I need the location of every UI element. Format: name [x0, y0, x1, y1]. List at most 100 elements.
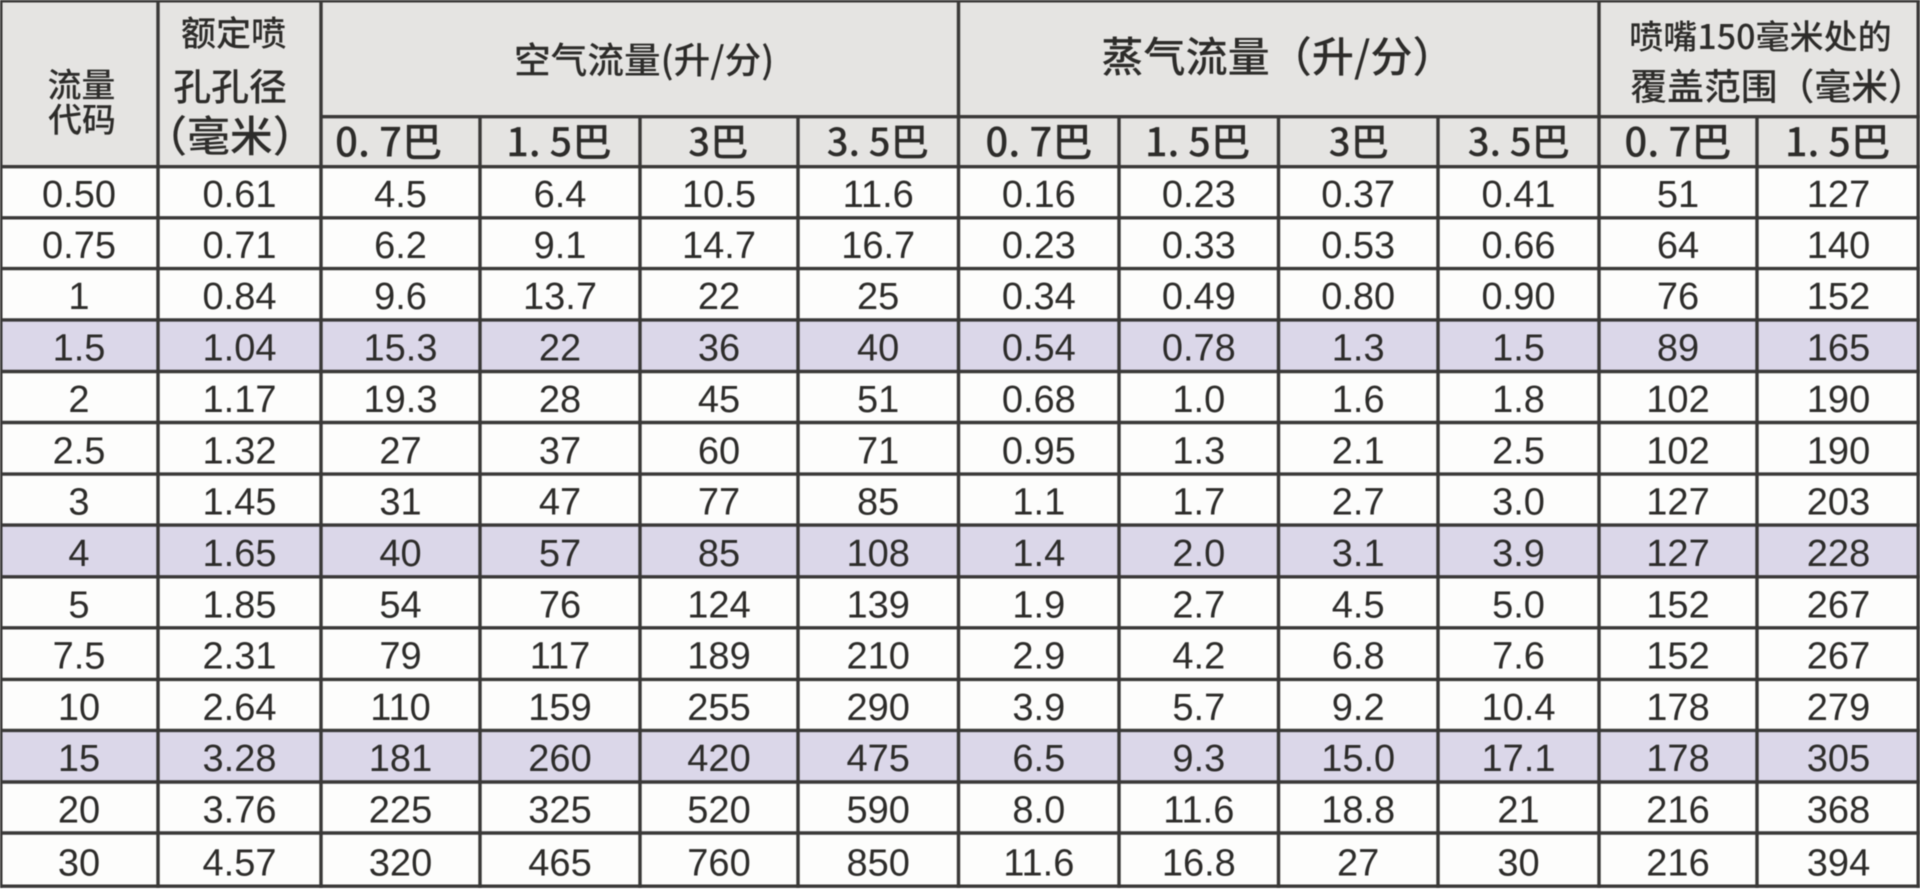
svg-text:6.4: 6.4 — [534, 174, 587, 216]
svg-text:3: 3 — [68, 482, 89, 524]
svg-text:2.31: 2.31 — [203, 636, 277, 678]
svg-text:15: 15 — [58, 738, 100, 780]
svg-text:0.66: 0.66 — [1482, 225, 1556, 267]
svg-text:79: 79 — [379, 636, 421, 678]
svg-text:290: 290 — [846, 687, 909, 729]
svg-text:22: 22 — [539, 328, 581, 370]
svg-text:40: 40 — [857, 328, 899, 370]
svg-text:57: 57 — [539, 533, 581, 575]
svg-text:30: 30 — [1497, 843, 1539, 885]
svg-text:3.9: 3.9 — [1012, 687, 1065, 729]
svg-text:76: 76 — [1657, 276, 1699, 318]
svg-text:4.5: 4.5 — [374, 174, 427, 216]
svg-text:0.33: 0.33 — [1162, 225, 1236, 267]
svg-text:0.95: 0.95 — [1002, 430, 1076, 472]
svg-text:7.5: 7.5 — [53, 636, 106, 678]
svg-text:4: 4 — [68, 533, 89, 575]
svg-text:159: 159 — [528, 687, 591, 729]
svg-text:0.54: 0.54 — [1002, 328, 1076, 370]
svg-text:45: 45 — [698, 379, 740, 421]
svg-text:22: 22 — [698, 276, 740, 318]
svg-text:71: 71 — [857, 430, 899, 472]
svg-text:9.1: 9.1 — [534, 225, 587, 267]
svg-text:2.5: 2.5 — [53, 430, 106, 472]
svg-text:9.2: 9.2 — [1332, 687, 1385, 729]
svg-text:189: 189 — [687, 636, 750, 678]
svg-text:10.4: 10.4 — [1482, 687, 1556, 729]
svg-text:0.37: 0.37 — [1321, 174, 1395, 216]
svg-text:0.16: 0.16 — [1002, 174, 1076, 216]
svg-text:40: 40 — [379, 533, 421, 575]
svg-text:760: 760 — [687, 843, 750, 885]
svg-text:2: 2 — [68, 379, 89, 421]
svg-text:3.9: 3.9 — [1492, 533, 1545, 575]
svg-text:181: 181 — [369, 738, 432, 780]
svg-text:77: 77 — [698, 482, 740, 524]
svg-text:47: 47 — [539, 482, 581, 524]
svg-text:0.23: 0.23 — [1002, 225, 1076, 267]
svg-text:2.7: 2.7 — [1172, 584, 1225, 626]
svg-text:4.2: 4.2 — [1172, 636, 1225, 678]
svg-text:5: 5 — [68, 584, 89, 626]
svg-text:203: 203 — [1807, 482, 1870, 524]
svg-text:325: 325 — [528, 790, 591, 832]
svg-text:0.41: 0.41 — [1482, 174, 1556, 216]
svg-text:5.7: 5.7 — [1172, 687, 1225, 729]
svg-text:210: 210 — [846, 636, 909, 678]
svg-text:14.7: 14.7 — [682, 225, 756, 267]
svg-text:260: 260 — [528, 738, 591, 780]
svg-text:7.6: 7.6 — [1492, 636, 1545, 678]
svg-text:27: 27 — [1337, 843, 1379, 885]
svg-text:279: 279 — [1807, 687, 1870, 729]
svg-text:2.5: 2.5 — [1492, 430, 1545, 472]
svg-text:590: 590 — [846, 790, 909, 832]
svg-text:9.3: 9.3 — [1172, 738, 1225, 780]
svg-text:1.0: 1.0 — [1172, 379, 1225, 421]
svg-text:190: 190 — [1807, 379, 1870, 421]
svg-text:465: 465 — [528, 843, 591, 885]
svg-text:37: 37 — [539, 430, 581, 472]
svg-text:17.1: 17.1 — [1482, 738, 1556, 780]
svg-text:1.6: 1.6 — [1332, 379, 1385, 421]
svg-text:11.6: 11.6 — [1003, 843, 1074, 885]
svg-text:36: 36 — [698, 328, 740, 370]
svg-text:5.0: 5.0 — [1492, 584, 1545, 626]
svg-text:1.5: 1.5 — [53, 328, 106, 370]
svg-text:267: 267 — [1807, 584, 1870, 626]
svg-text:28: 28 — [539, 379, 581, 421]
svg-text:110: 110 — [370, 687, 431, 729]
svg-text:85: 85 — [698, 533, 740, 575]
svg-text:16.8: 16.8 — [1162, 843, 1236, 885]
svg-text:178: 178 — [1646, 687, 1709, 729]
svg-text:8.0: 8.0 — [1012, 790, 1065, 832]
svg-text:3.76: 3.76 — [203, 790, 277, 832]
svg-text:1.5: 1.5 — [1492, 328, 1545, 370]
svg-text:2.7: 2.7 — [1332, 482, 1385, 524]
svg-text:0.78: 0.78 — [1162, 328, 1236, 370]
svg-text:2.1: 2.1 — [1332, 430, 1385, 472]
svg-text:368: 368 — [1807, 790, 1870, 832]
svg-text:102: 102 — [1646, 430, 1709, 472]
svg-text:4.5: 4.5 — [1332, 584, 1385, 626]
svg-text:6.2: 6.2 — [374, 225, 427, 267]
svg-text:127: 127 — [1646, 533, 1709, 575]
svg-text:3.0: 3.0 — [1492, 482, 1545, 524]
svg-text:1.7: 1.7 — [1172, 482, 1225, 524]
svg-text:225: 225 — [369, 790, 432, 832]
svg-text:108: 108 — [846, 533, 909, 575]
svg-text:9.6: 9.6 — [374, 276, 427, 318]
svg-text:0.34: 0.34 — [1002, 276, 1076, 318]
svg-text:190: 190 — [1807, 430, 1870, 472]
svg-text:520: 520 — [687, 790, 750, 832]
svg-text:178: 178 — [1646, 738, 1709, 780]
svg-text:6.5: 6.5 — [1012, 738, 1065, 780]
svg-text:20: 20 — [58, 790, 100, 832]
svg-text:18.8: 18.8 — [1321, 790, 1395, 832]
svg-text:165: 165 — [1807, 328, 1870, 370]
svg-text:2.64: 2.64 — [203, 687, 277, 729]
svg-text:0.75: 0.75 — [42, 225, 116, 267]
svg-text:2.0: 2.0 — [1172, 533, 1225, 575]
svg-text:267: 267 — [1807, 636, 1870, 678]
svg-text:3.1: 3.1 — [1332, 533, 1385, 575]
svg-text:64: 64 — [1657, 225, 1699, 267]
